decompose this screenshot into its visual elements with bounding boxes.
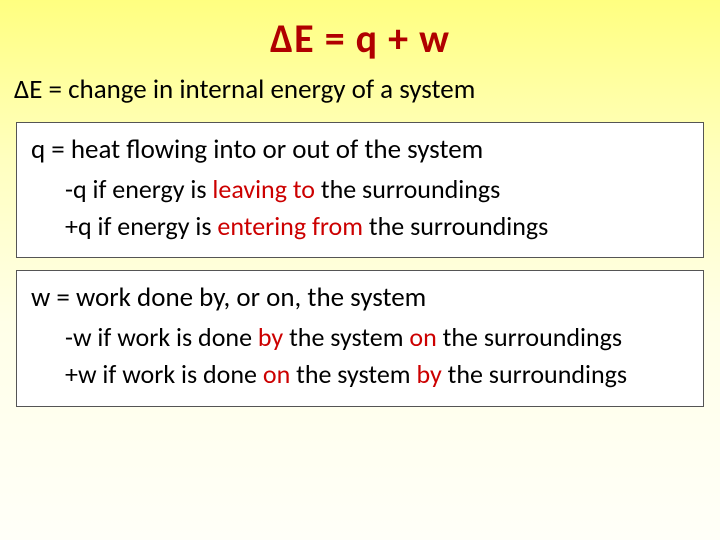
w-neg-red1: by <box>258 321 283 353</box>
w-neg-mid: the system <box>283 321 409 353</box>
w-definition-box: w = work done by, or on, the system -w i… <box>16 270 704 406</box>
q-negative: -q if energy is leaving to the surroundi… <box>65 174 689 205</box>
title-rest: E = q + w <box>294 14 450 63</box>
q-neg-red: leaving to <box>212 173 315 205</box>
delta-e-definition: ΔE = change in internal energy of a syst… <box>0 71 720 116</box>
w-negative: -w if work is done by the system on the … <box>65 322 689 353</box>
q-pos-red: entering from <box>217 210 363 242</box>
w-neg-post: the surroundings <box>437 321 622 353</box>
delta-symbol: Δ <box>270 14 294 63</box>
w-pos-mid: the system <box>290 358 416 390</box>
w-pos-post: the surroundings <box>442 358 627 390</box>
q-lead: q = heat flowing into or out of the syst… <box>31 133 689 166</box>
q-pos-post: the surroundings <box>363 210 548 242</box>
q-pos-pre: +q if energy is <box>65 210 217 242</box>
w-lead: w = work done by, or on, the system <box>31 281 689 314</box>
w-neg-red2: on <box>409 321 436 353</box>
q-positive: +q if energy is entering from the surrou… <box>65 211 689 242</box>
w-pos-red1: on <box>263 358 290 390</box>
delta-symbol: Δ <box>14 73 29 106</box>
w-positive: +w if work is done on the system by the … <box>65 359 689 390</box>
w-pos-pre: +w if work is done <box>65 358 263 390</box>
de-text: E = change in internal energy of a syste… <box>29 73 475 106</box>
q-neg-post: the surroundings <box>315 173 500 205</box>
equation-title: ΔE = q + w <box>0 0 720 71</box>
q-neg-pre: -q if energy is <box>65 173 212 205</box>
w-pos-red2: by <box>416 358 441 390</box>
q-definition-box: q = heat flowing into or out of the syst… <box>16 122 704 258</box>
w-neg-pre: -w if work is done <box>65 321 258 353</box>
